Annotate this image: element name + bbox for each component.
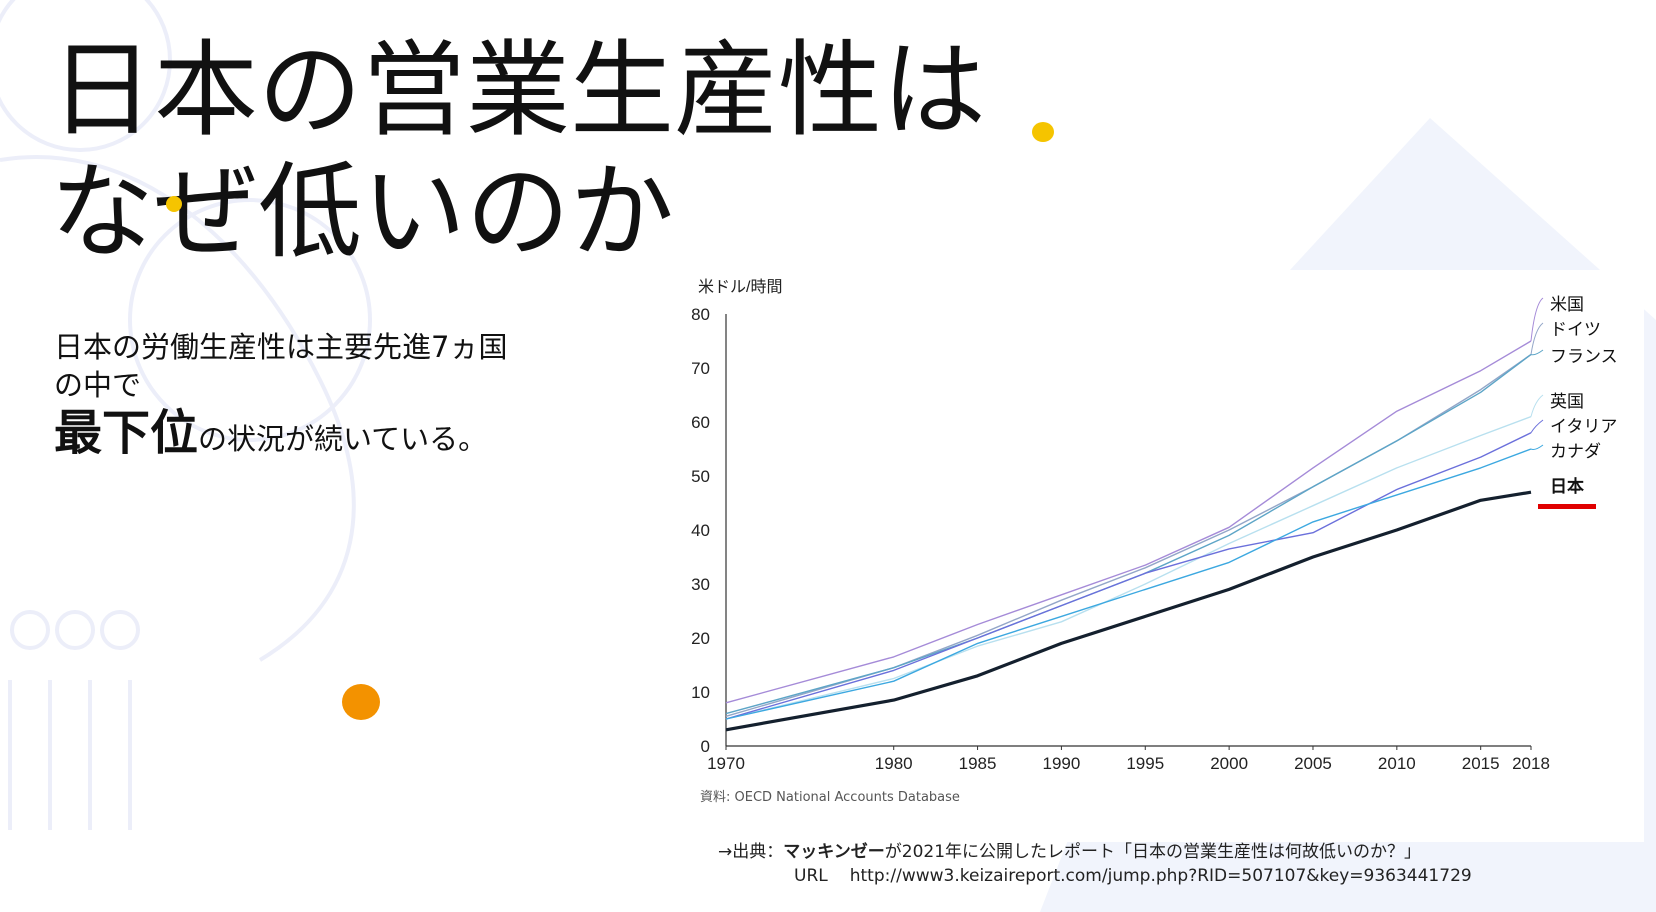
summary-text: 日本の労働生産性は主要先進7ヵ国 の中で 最下位の状況が続いている。 bbox=[54, 328, 507, 462]
yellow-dot-small bbox=[166, 196, 182, 212]
y-tick-label: 70 bbox=[691, 359, 710, 378]
chart-source: 資料: OECD National Accounts Database bbox=[700, 790, 960, 805]
summary-line1: 日本の労働生産性は主要先進7ヵ国 bbox=[54, 330, 508, 364]
y-tick-label: 80 bbox=[691, 305, 710, 324]
x-tick-label: 1985 bbox=[959, 754, 997, 773]
legend-leader-1 bbox=[1530, 297, 1544, 342]
x-tick-label: 2000 bbox=[1210, 754, 1248, 773]
x-tick-label: 1995 bbox=[1126, 754, 1164, 773]
legend-leader-5 bbox=[1530, 419, 1544, 434]
legend-leader-2 bbox=[1530, 322, 1544, 355]
footnote-url-label: URL bbox=[794, 866, 828, 886]
x-tick-label: 2018 bbox=[1512, 754, 1550, 773]
page-title-line2: なぜ低いのか bbox=[50, 151, 675, 273]
series-line-5 bbox=[725, 432, 1532, 720]
legend-leader-6 bbox=[1530, 444, 1544, 450]
y-tick-label: 60 bbox=[691, 413, 710, 432]
y-tick-label: 40 bbox=[691, 521, 710, 540]
y-tick-label: 0 bbox=[701, 737, 710, 756]
legend-label-4: 英国 bbox=[1550, 392, 1584, 411]
x-tick-label: 2005 bbox=[1294, 754, 1332, 773]
legend-label-5: イタリア bbox=[1550, 417, 1617, 436]
series-line-4 bbox=[725, 415, 1532, 720]
series-line-2 bbox=[725, 353, 1532, 717]
x-tick-label: 1970 bbox=[707, 754, 745, 773]
x-tick-label: 2015 bbox=[1462, 754, 1500, 773]
productivity-line-chart: 0 10 20 30 40 50 60 70 80 1970 1980 1985 1990 1995 200… bbox=[691, 278, 1618, 773]
y-tick-label: 30 bbox=[691, 575, 710, 594]
y-tick-label: 50 bbox=[691, 467, 710, 486]
footnote-text: が2021年に公開したレポート「日本の営業生産性は何故低いのか？」 bbox=[884, 842, 1422, 862]
footnote-prefix: →出典： bbox=[718, 842, 784, 862]
page-title-line1: 日本の営業生産性は bbox=[50, 29, 987, 151]
summary-rest: の状況が続いている。 bbox=[198, 422, 488, 456]
summary-line2: の中で bbox=[54, 368, 142, 402]
legend-label-6: カナダ bbox=[1550, 442, 1601, 461]
y-tick-label: 10 bbox=[691, 683, 710, 702]
legend-leader-4 bbox=[1530, 394, 1544, 417]
legend-leader-3 bbox=[1530, 349, 1544, 356]
footnote-url[interactable]: http://www3.keizaireport.com/jump.php?RI… bbox=[849, 866, 1472, 886]
y-axis-title: 米ドル/時間 bbox=[698, 278, 782, 296]
series-line-7 bbox=[725, 490, 1532, 732]
footnote-url-row: URL http://www3.keizaireport.com/jump.php… bbox=[718, 864, 1472, 888]
summary-emphasis: 最下位 bbox=[54, 405, 199, 461]
x-tick-label: 1980 bbox=[875, 754, 913, 773]
legend-label-7: 日本 bbox=[1550, 476, 1584, 496]
legend-label-2: ドイツ bbox=[1550, 320, 1601, 339]
summary-line3: 最下位の状況が続いている。 bbox=[54, 404, 507, 462]
yellow-dot bbox=[1032, 122, 1054, 142]
japan-highlight-marker bbox=[1538, 504, 1596, 509]
series-line-3 bbox=[725, 353, 1532, 715]
footnote-brand: マッキンゼー bbox=[783, 842, 885, 862]
legend-label-3: フランス bbox=[1550, 347, 1618, 366]
footnote-citation: →出典：マッキンゼーが2021年に公開したレポート「日本の営業生産性は何故低いの… bbox=[718, 840, 1472, 864]
series-line-1 bbox=[725, 340, 1532, 704]
x-tick-label: 1990 bbox=[1043, 754, 1081, 773]
footnote: →出典：マッキンゼーが2021年に公開したレポート「日本の営業生産性は何故低いの… bbox=[718, 840, 1472, 888]
legend-label-1: 米国 bbox=[1550, 295, 1584, 314]
y-tick-label: 20 bbox=[691, 629, 710, 648]
chart-panel bbox=[680, 270, 1644, 842]
orange-dot bbox=[342, 684, 380, 720]
series-line-6 bbox=[725, 448, 1532, 720]
x-tick-label: 2010 bbox=[1378, 754, 1416, 773]
